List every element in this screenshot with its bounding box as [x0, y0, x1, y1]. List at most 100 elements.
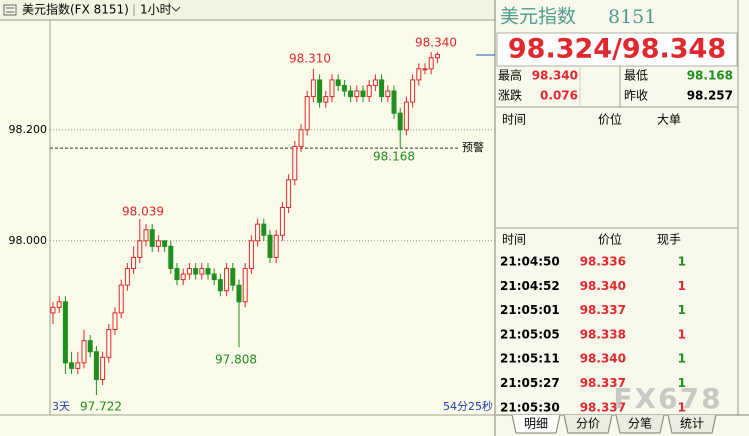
candle-body [162, 240, 168, 247]
y-tick-label: 98.200 [9, 123, 48, 136]
tick-price: 98.338 [580, 327, 626, 341]
candle-body [366, 84, 372, 98]
tab-label[interactable]: 明细 [524, 417, 548, 431]
candle-body [93, 351, 99, 380]
candle-body [335, 79, 341, 86]
candle-body [428, 57, 434, 70]
candle-body [304, 96, 310, 131]
big-order-header: 价位 [598, 112, 622, 127]
candle-body [403, 101, 409, 131]
candle-body [149, 229, 155, 247]
candle-body [193, 268, 199, 275]
tick-price: 98.340 [580, 352, 626, 366]
stat-label: 最低 [624, 69, 648, 83]
quote-code: 8151 [608, 6, 656, 28]
tick-header: 现手 [657, 233, 681, 247]
candle-body [205, 268, 211, 275]
big-order-header: 大单 [657, 113, 681, 127]
stat-value: 98.168 [687, 69, 733, 83]
y-tick-label: 98.000 [9, 234, 48, 247]
candle-body [224, 268, 230, 292]
extreme-label: 97.722 [80, 400, 122, 414]
quote-name: 美元指数 [500, 6, 576, 28]
quote-panel [496, 0, 749, 436]
candle-body [397, 112, 403, 131]
candle-body [69, 362, 75, 369]
tab-label[interactable]: 统计 [680, 417, 704, 431]
toolbar [0, 0, 495, 20]
candle-body [416, 68, 422, 81]
tick-time: 21:04:52 [500, 279, 560, 293]
candle-body [360, 90, 366, 98]
tab-shape[interactable] [563, 414, 613, 434]
candle-body [242, 268, 248, 303]
candle-body [310, 79, 316, 98]
tick-header: 时间 [502, 233, 526, 247]
candle-body [124, 268, 130, 286]
bid-ask-price: 98.324/98.348 [508, 34, 726, 65]
candle-body [298, 129, 304, 147]
tick-volume: 1 [678, 327, 686, 341]
stat-label: 昨收 [624, 89, 648, 103]
symbol-title[interactable]: 美元指数(FX 8151) [22, 2, 129, 17]
tick-header: 价位 [598, 232, 622, 247]
candle-body [317, 79, 323, 103]
extreme-label: 98.168 [373, 150, 415, 164]
tick-price: 98.336 [580, 255, 626, 269]
tick-time: 21:05:27 [500, 376, 560, 390]
candle-body [211, 273, 217, 281]
candle-body [62, 301, 68, 364]
panel-layer: 最高 98.340 最低 98.168涨跌 0.076 昨收 98.257时间 价位 大单时间价… [498, 68, 733, 434]
candle-body [174, 268, 180, 281]
candle-body [118, 284, 124, 314]
extreme-label: 98.340 [415, 36, 457, 50]
period-selector[interactable]: 1小时 [140, 3, 172, 17]
candle-body [323, 96, 329, 103]
tick-price: 98.340 [580, 279, 626, 293]
candle-body [410, 79, 416, 103]
tick-volume: 1 [678, 255, 686, 269]
candle-body [341, 84, 347, 92]
candle-body [56, 301, 62, 308]
tab-label[interactable]: 分笔 [628, 416, 652, 431]
stat-value: 0.076 [540, 89, 578, 103]
tick-volume: 1 [678, 303, 686, 317]
candle-body [379, 79, 385, 98]
stat-value: 98.257 [687, 89, 733, 103]
stat-label: 涨跌 [498, 88, 522, 103]
tab-shape[interactable] [667, 414, 717, 434]
tick-price: 98.337 [580, 400, 626, 414]
chart-layer: 98.200 98.000 预警 98.340 98.310 98.039 97.808 97… [9, 36, 495, 414]
candle-body [137, 240, 143, 258]
tick-time: 21:04:50 [500, 255, 560, 269]
tick-volume: 1 [678, 376, 686, 390]
candle-body [286, 179, 292, 209]
candle-body [267, 234, 273, 258]
candle-body [106, 329, 112, 358]
candle-body [261, 223, 267, 236]
tick-time: 21:05:05 [500, 327, 560, 341]
candle-body [354, 90, 360, 98]
tab-shape[interactable] [511, 414, 561, 434]
tab-shape[interactable] [615, 414, 665, 434]
candle-body [143, 229, 149, 242]
range-label[interactable]: 3天 [52, 400, 70, 413]
candle-body [391, 90, 397, 114]
candle-body [112, 312, 118, 331]
watermark: FX678 [613, 382, 722, 415]
tab-label[interactable]: 分价 [576, 417, 600, 431]
candle-body [50, 306, 56, 314]
candle-body [385, 90, 391, 98]
candle-body [434, 53, 440, 59]
extreme-label: 97.808 [215, 353, 257, 367]
candle-body [131, 256, 137, 270]
candle-body [168, 245, 174, 270]
candle-body [329, 79, 335, 98]
candle-body [292, 145, 298, 181]
candle-body [248, 240, 254, 270]
candle-body [199, 268, 205, 275]
tick-volume: 1 [678, 352, 686, 366]
dropdown-arrow[interactable] [171, 6, 181, 12]
menu-icon[interactable] [3, 4, 17, 16]
big-order-header: 时间 [502, 113, 526, 127]
